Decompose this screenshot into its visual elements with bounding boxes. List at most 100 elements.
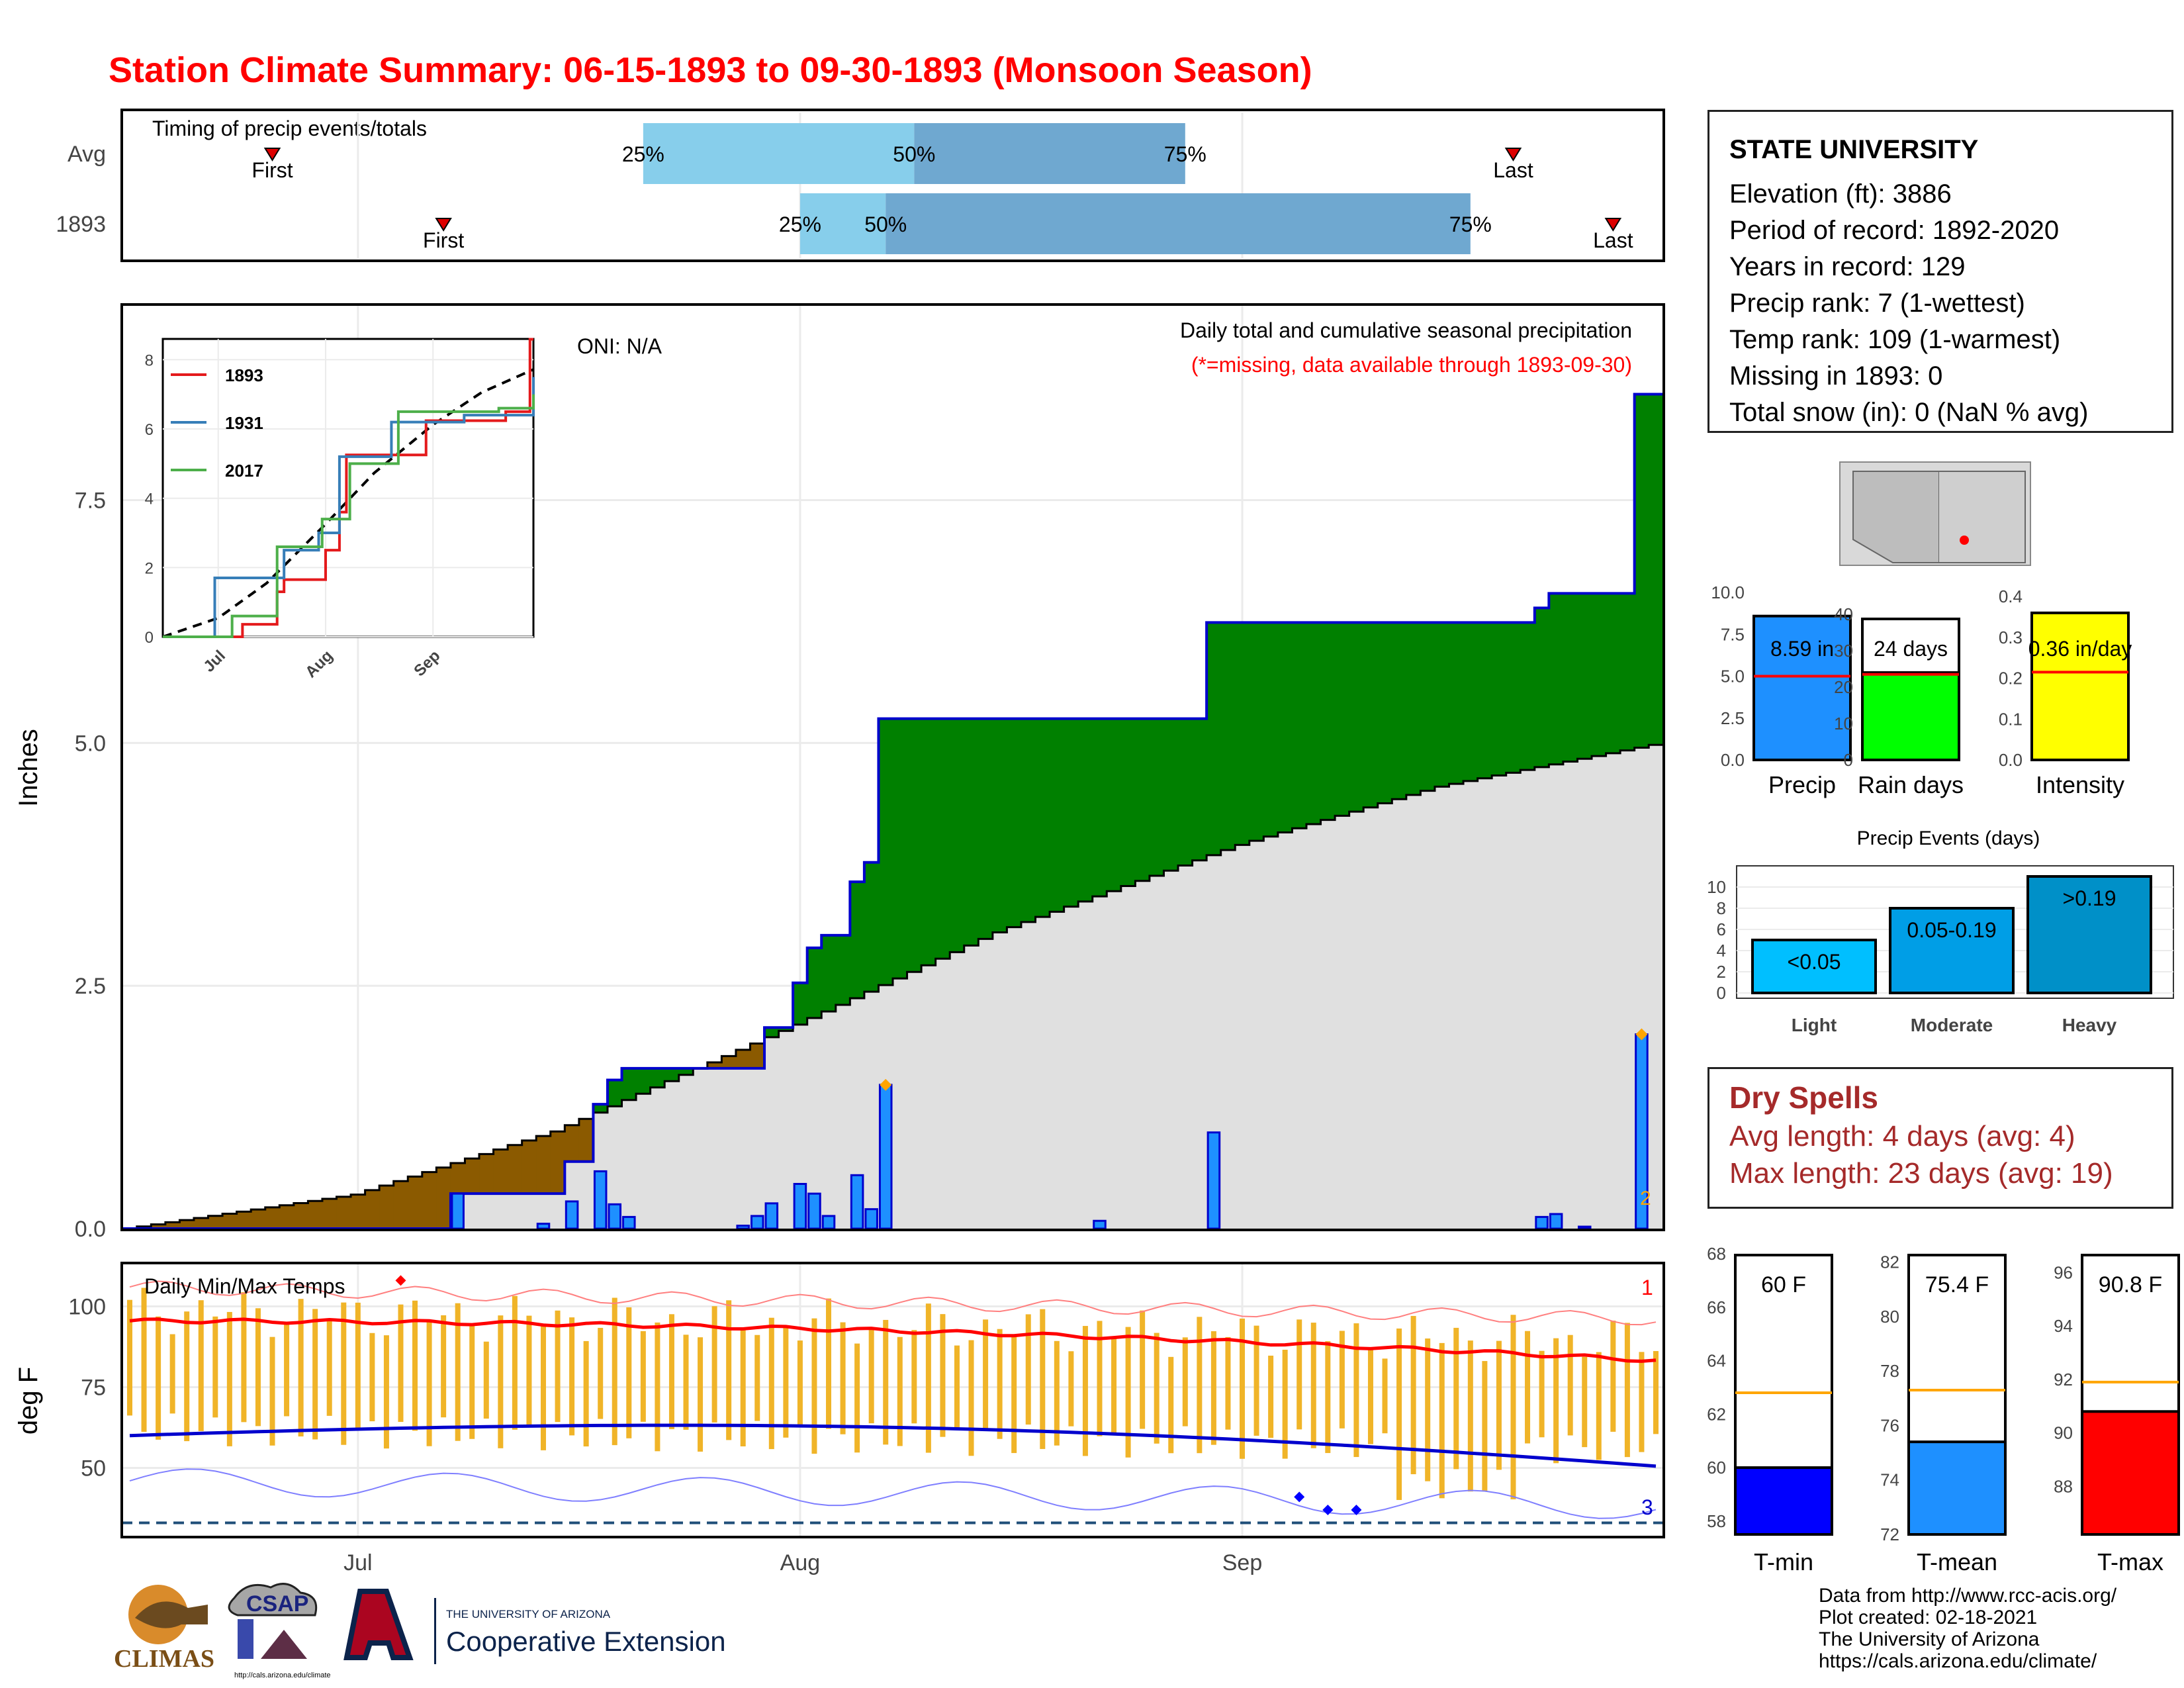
missing-note: (*=missing, data available through 1893-…: [1191, 353, 1632, 377]
cumulative-diff-segment: [593, 1104, 608, 1113]
daily-temp-bar: [398, 1304, 404, 1423]
cumulative-diff-segment: [878, 718, 893, 986]
daily-temp-bar: [626, 1307, 632, 1438]
record-high-line: [129, 1280, 1657, 1326]
cumulative-diff-segment: [793, 982, 808, 1025]
cumulative-diff-segment: [1563, 593, 1578, 762]
cumulative-diff-segment: [1235, 622, 1250, 845]
cumulative-diff-segment: [222, 1213, 238, 1229]
credit-line: The University of Arizona: [1819, 1628, 2040, 1650]
daily-temp-bar: [740, 1329, 746, 1446]
cumulative-diff-segment: [508, 1145, 523, 1194]
cumulative-diff-segment: [864, 862, 880, 992]
timing-pct-label: 25%: [622, 142, 664, 166]
inset-ytick: 0: [145, 629, 154, 647]
credit-line: Data from http://www.rcc-acis.org/: [1819, 1585, 2117, 1607]
cumulative-diff-segment: [1263, 622, 1279, 837]
ua-logo: THE UNIVERSITY OF ARIZONA Cooperative Ex…: [343, 1589, 726, 1664]
daily-temp-bar: [1325, 1341, 1331, 1454]
daily-temp-bar: [412, 1300, 418, 1431]
daily-temp-bar: [1210, 1331, 1216, 1445]
temp-summary-ytick: 76: [1880, 1415, 1899, 1435]
temp-ylabel: deg F: [14, 1367, 43, 1434]
dry-spells-max: Max length: 23 days (avg: 19): [1729, 1157, 2113, 1190]
station-snow: Total snow (in): 0 (NaN % avg): [1729, 398, 2089, 427]
events-ytick: 0: [1717, 983, 1726, 1003]
daily-temp-bar: [1610, 1320, 1616, 1432]
cumulative-diff-segment: [193, 1217, 209, 1229]
daily-temp-bar: [198, 1300, 204, 1431]
summary-value: 24 days: [1874, 637, 1948, 661]
cumulative-diff-segment: [992, 718, 1008, 933]
average-area: [122, 745, 1663, 1229]
daily-temp-bar: [768, 1317, 774, 1450]
cumulative-diff-segment: [236, 1211, 251, 1229]
daily-temp-bar: [369, 1333, 375, 1422]
cumulative-diff-segment: [1120, 718, 1136, 886]
daily-temp-bar: [184, 1311, 190, 1442]
precip-ytick: 7.5: [75, 488, 106, 513]
cumulative-diff-segment: [336, 1196, 351, 1229]
temp-summary-ytick: 92: [2054, 1370, 2073, 1389]
summary-ytick: 7.5: [1721, 624, 1745, 644]
temp-summary-ytick: 68: [1707, 1244, 1726, 1264]
daily-temp-bar: [783, 1326, 789, 1438]
temp-summary-ytick: 62: [1707, 1404, 1726, 1424]
cumulative-diff-segment: [1277, 622, 1293, 833]
temp-frame: [120, 1262, 1665, 1538]
temp-xtick: Aug: [780, 1550, 821, 1575]
cumulative-diff-segment: [921, 718, 936, 966]
temp-summary-value: 75.4 F: [1925, 1272, 1989, 1297]
cumulative-diff-segment: [351, 1194, 366, 1229]
new-mexico-shape: [1939, 471, 2026, 563]
record-temp-marker: [1322, 1504, 1334, 1515]
summary-value: 8.59 in: [1770, 637, 1834, 661]
credit-line: Plot created: 02-18-2021: [1819, 1607, 2038, 1628]
timing-first-marker: [263, 148, 281, 162]
cumulative-diff-segment: [1149, 718, 1165, 876]
inset-ytick: 2: [145, 559, 154, 577]
daily-temp-bar: [711, 1306, 717, 1423]
summary-label: Precip: [1768, 771, 1836, 798]
cumulative-diff-segment: [251, 1209, 266, 1229]
daily-precip-bar: [565, 1200, 579, 1230]
event-bar: [1889, 907, 2015, 994]
daily-temp-bar: [1482, 1361, 1488, 1492]
cumulative-diff-segment: [1135, 718, 1150, 881]
daily-temp-bar: [326, 1319, 332, 1416]
cumulative-diff-segment: [607, 1080, 623, 1107]
cumulative-diff-segment: [1520, 622, 1535, 771]
daily-temp-bar: [341, 1302, 347, 1445]
cumulative-diff-segment: [479, 1154, 494, 1194]
timing-pct-label: 25%: [779, 212, 821, 236]
daily-temp-bar: [483, 1341, 489, 1419]
temp-summary-ytick: 78: [1880, 1361, 1899, 1381]
daily-temp-bar: [127, 1299, 132, 1416]
record-low-count: 3: [1641, 1495, 1653, 1519]
summary-value: 0.36 in/day: [2028, 637, 2132, 661]
daily-temp-bar: [241, 1292, 247, 1423]
daily-temp-bar: [655, 1322, 660, 1452]
record-low-line: [129, 1468, 1657, 1519]
summary-ytick: 0.4: [1999, 586, 2023, 606]
cumulative-diff-segment: [1463, 622, 1479, 781]
timing-last-label: Last: [1593, 228, 1633, 252]
event-bar-label: 0.05-0.19: [1907, 918, 1996, 942]
inset-ytick: 4: [145, 491, 154, 508]
cumulative-diff-segment: [578, 1119, 594, 1162]
precip-panel: 0.0 2.5 5.0 7.5 2 ONI: N/A Daily total and cum…: [14, 303, 1665, 1242]
temp-summary-label: T-mean: [1917, 1548, 1997, 1575]
cumulative-diff-segment: [778, 1027, 794, 1031]
daily-temp-bar: [1097, 1321, 1103, 1436]
daily-precip-bar: [1535, 1215, 1549, 1230]
timing-pct-label: 75%: [1449, 212, 1492, 236]
temp-summary-bar: [1734, 1466, 1833, 1536]
daily-temp-bar: [868, 1327, 874, 1424]
event-category: Heavy: [2062, 1015, 2117, 1035]
daily-temp-bar: [1011, 1336, 1017, 1454]
timing-last-marker: [1604, 218, 1622, 232]
daily-temp-bar: [469, 1325, 475, 1439]
station-location-dot: [1960, 536, 1969, 545]
daily-temp-bar: [1410, 1315, 1416, 1475]
